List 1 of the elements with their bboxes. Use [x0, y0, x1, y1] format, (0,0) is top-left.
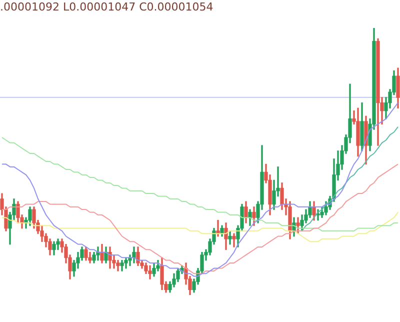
text: .00001092 L0.00001047 C0.00001054 — [0, 0, 214, 14]
